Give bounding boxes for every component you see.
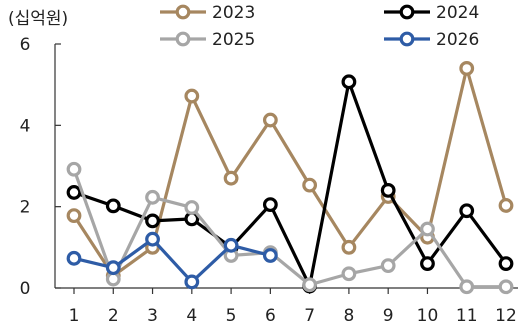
data-point	[66, 185, 82, 200]
x-tick-label: 10	[417, 306, 439, 326]
data-point	[498, 256, 514, 272]
x-tick-label: 11	[456, 306, 478, 326]
legend-label: 2023	[212, 3, 255, 23]
x-tick-label: 1	[69, 306, 80, 326]
data-point	[302, 177, 318, 193]
series-2025	[66, 161, 514, 295]
legend-swatch-marker	[175, 4, 191, 20]
data-point	[459, 203, 475, 219]
data-point	[420, 256, 435, 272]
data-point	[341, 239, 357, 255]
series-layer	[66, 61, 514, 295]
data-point	[459, 61, 475, 76]
data-point	[420, 221, 435, 237]
data-point	[498, 279, 514, 295]
legend: 2023 2024 2025 2026	[160, 3, 479, 50]
x-tick-label: 7	[304, 306, 315, 326]
data-point	[341, 266, 357, 282]
series-2026	[66, 231, 278, 290]
data-point	[184, 200, 200, 215]
data-point	[498, 198, 514, 213]
legend-label: 2024	[436, 3, 479, 23]
legend-swatch-marker	[399, 4, 415, 20]
data-point	[380, 258, 396, 274]
data-point	[262, 248, 278, 263]
data-point	[459, 279, 475, 295]
data-point	[66, 161, 82, 177]
legend-item-2026: 2026	[384, 30, 479, 50]
data-point	[105, 260, 121, 276]
data-point	[66, 250, 82, 266]
data-point	[184, 88, 200, 104]
series-line-2023	[72, 66, 508, 278]
x-tick-label: 12	[495, 306, 517, 326]
y-tick-label: 0	[20, 279, 31, 299]
data-point	[262, 197, 278, 213]
legend-item-2024: 2024	[384, 3, 479, 23]
data-point	[145, 213, 160, 229]
y-tick-label: 2	[20, 198, 31, 218]
x-tick-label: 4	[186, 306, 197, 326]
data-point	[66, 208, 82, 224]
legend-item-2025: 2025	[160, 30, 255, 50]
data-point	[302, 277, 318, 293]
data-point	[262, 112, 278, 128]
series-line-2025	[72, 168, 506, 289]
legend-label: 2025	[212, 30, 255, 50]
y-unit-label: (십억원)	[8, 9, 68, 29]
legend-label: 2026	[436, 30, 479, 50]
data-point	[105, 198, 121, 214]
x-tick-label: 9	[383, 306, 394, 326]
x-tick-label: 8	[343, 306, 354, 326]
data-point	[223, 237, 239, 253]
x-tick-label: 5	[226, 306, 237, 326]
data-point	[184, 274, 200, 290]
legend-item-2023: 2023	[160, 3, 255, 23]
data-point	[380, 182, 396, 198]
y-tick-label: 6	[20, 35, 31, 55]
x-tick-label: 2	[108, 306, 119, 326]
data-point	[145, 231, 160, 247]
x-tick-label: 3	[147, 306, 158, 326]
legend-swatch-marker	[175, 31, 191, 47]
x-tick-label: 6	[265, 306, 276, 326]
legend-swatch-marker	[399, 31, 415, 47]
y-tick-label: 4	[20, 116, 31, 136]
data-point	[145, 189, 160, 205]
data-point	[341, 74, 357, 90]
data-point	[223, 170, 239, 186]
